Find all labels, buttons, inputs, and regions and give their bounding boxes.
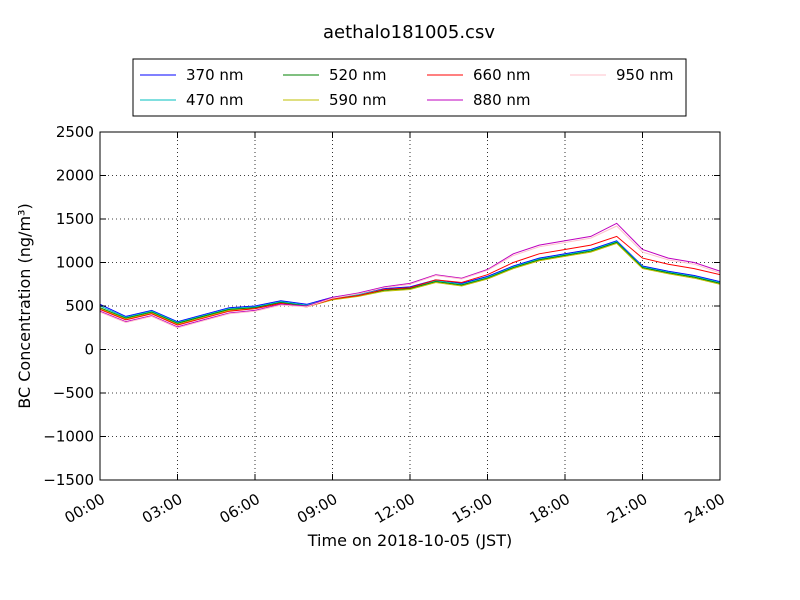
x-tick-label: 12:00 [372, 490, 418, 527]
legend-box [132, 58, 687, 117]
series-line-950-nm [100, 225, 720, 329]
x-tick-label: 09:00 [294, 490, 340, 527]
y-tick-label: −500 [53, 384, 94, 402]
x-tick-label: 06:00 [217, 490, 263, 527]
x-axis-label: Time on 2018-10-05 (JST) [307, 531, 512, 550]
x-tick-label: 21:00 [604, 490, 650, 527]
y-tick-label: 2500 [56, 123, 94, 141]
legend-label: 470 nm [186, 91, 244, 109]
series-line-660-nm [100, 235, 720, 326]
y-tick-label: −1000 [43, 428, 94, 446]
legend-label: 950 nm [616, 66, 674, 84]
legend: 370 nm 470 nm 520 nm 590 nm 660 nm 880 nm 950 … [132, 58, 687, 117]
grid-lines [100, 132, 720, 480]
y-tick-label: 1500 [56, 210, 94, 228]
series-layer [100, 222, 720, 329]
legend-label: 660 nm [473, 66, 531, 84]
series-line-520-nm [100, 241, 720, 324]
x-tick-label: 00:00 [62, 490, 108, 527]
y-tick-label: 500 [65, 297, 94, 315]
x-tick-label: 18:00 [527, 490, 573, 527]
legend-label: 590 nm [329, 91, 387, 109]
series-line-880-nm [100, 222, 720, 328]
y-axis-label: BC Concentration (ng/m³) [15, 203, 34, 408]
x-tick-label: 15:00 [449, 490, 495, 527]
legend-label: 370 nm [186, 66, 244, 84]
y-tick-label: −1500 [43, 471, 94, 489]
y-tick-label: 2000 [56, 167, 94, 185]
series-line-590-nm [100, 242, 720, 325]
legend-label: 880 nm [473, 91, 531, 109]
x-tick-label: 03:00 [139, 490, 185, 527]
y-tick-label: 0 [84, 341, 94, 359]
x-tick-label: 24:00 [682, 490, 728, 527]
legend-label: 520 nm [329, 66, 387, 84]
chart-title: aethalo181005.csv [323, 22, 495, 43]
series-line-370-nm [100, 240, 720, 323]
y-tick-label: 1000 [56, 254, 94, 272]
